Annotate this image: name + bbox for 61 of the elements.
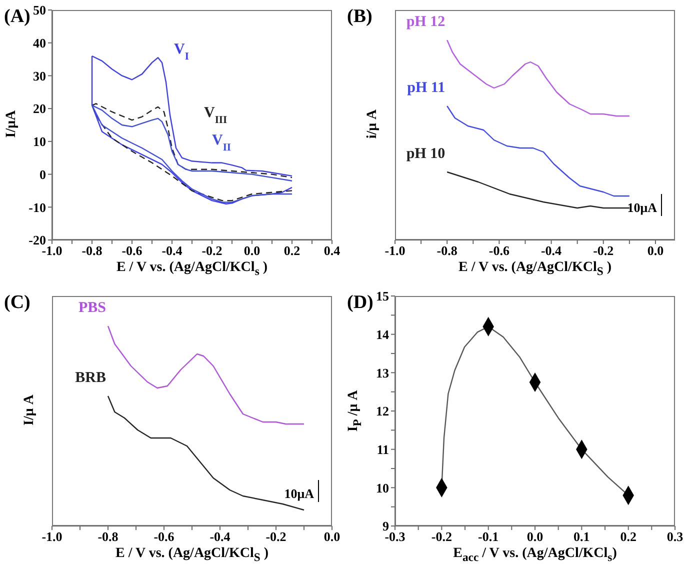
x-tick-label: 0.0 [324,529,340,544]
x-tick-label: -0.2 [202,243,222,258]
y-tick-label: 10 [376,480,389,496]
chart-title: (B) [347,6,372,28]
series-label: pH 12 [406,14,446,30]
y-axis-title: i/μ A [365,108,381,141]
y-tick-label: 40 [33,35,46,50]
x-tick-label: -0.6 [122,243,143,258]
x-tick-label: -0.8 [98,529,119,544]
series-label: pH 10 [406,146,446,162]
x-axis-title: E / V vs. (Ag/AgCl/KCl$_{s}$ ) [115,260,269,278]
y-tick-label: 9 [382,518,390,534]
y-tick-label: 15 [376,288,390,304]
x-tick-label: -1.0 [384,243,406,258]
x-tick-label: 0.1 [574,529,590,544]
annotation: 10μA [284,486,314,502]
x-tick-label: -0.2 [593,243,614,258]
x-tick-label: -0.8 [436,243,458,258]
x-tick-label: 0.2 [284,243,300,258]
x-tick-label: 0.0 [244,243,260,258]
y-tick-label: 10 [33,134,46,150]
x-tick-label: -0.4 [210,529,231,544]
series-label: pH 11 [407,80,446,96]
y-tick-label: 11 [376,442,389,457]
x-tick-label: -0.4 [162,243,183,258]
chart-title: (C) [4,292,30,314]
x-tick-label: -0.2 [431,529,452,544]
x-tick-label: -0.1 [478,529,499,544]
x-tick-label: -0.6 [488,243,510,258]
series-label: V$_{II}$ [212,132,232,153]
chart-title: (A) [4,6,30,28]
text: V$_{III}$ [204,104,228,126]
y-tick-label: -20 [28,232,46,248]
x-tick-label: 0.3 [666,529,684,544]
series-label: V$_{I}$ [174,42,189,62]
x-tick-label: 0.2 [620,529,636,544]
x-tick-label: -0.2 [266,529,286,544]
x-tick-label: 0.4 [324,243,341,258]
y-tick-label: 14 [376,326,390,342]
series-label: PBS [78,300,106,316]
series-label: BRB [75,370,106,386]
x-axis-title: E / V vs. (Ag/AgCl/KCl$_{S}$ ) [458,260,612,278]
x-tick-label: -1.0 [42,529,62,544]
y-axis-title: I/μ A [22,394,38,428]
annotation: 10μA [627,200,657,216]
y-tick-label: 20 [33,101,46,116]
x-tick-label: -0.6 [154,529,175,544]
x-tick-label: -0.4 [540,243,562,258]
y-tick-label: 12 [376,404,389,419]
x-tick-label: 0.0 [526,529,544,544]
y-tick-label: 13 [376,365,390,380]
chart-title: (D) [347,292,374,314]
y-tick-label: 30 [33,68,46,84]
x-axis-title: E / V vs. (Ag/AgCl/KCl$_{S}$ ) [114,546,270,564]
x-axis-title: E$_{acc}$ / V vs. (Ag/AgCl/KCl$_{s}$) [452,546,618,564]
x-tick-label: -0.8 [82,243,103,258]
y-tick-label: 50 [33,2,46,18]
y-axis-title: I/μA [4,109,20,140]
y-tick-label: -10 [28,200,46,215]
y-tick-label: 0 [40,166,46,182]
x-tick-label: 0.0 [647,243,664,258]
